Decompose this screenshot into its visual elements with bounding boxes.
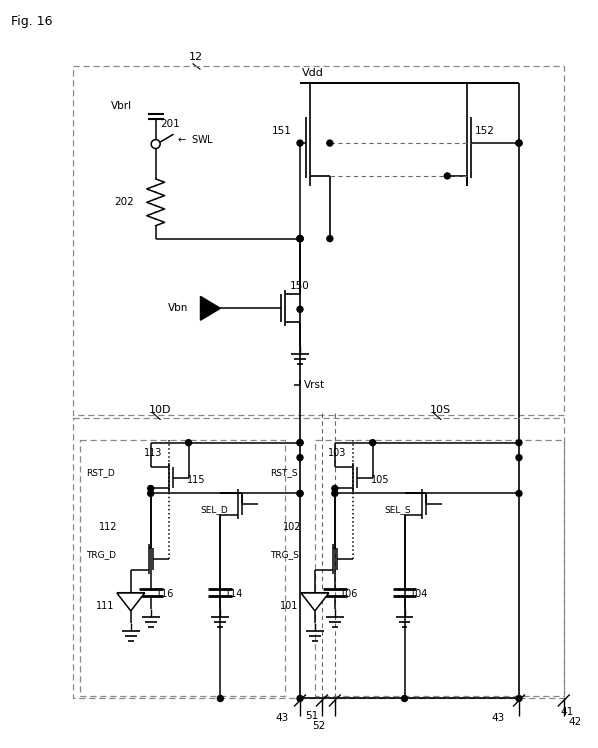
Circle shape: [297, 236, 303, 242]
Bar: [315, 440, 564, 696]
Circle shape: [297, 491, 303, 497]
Text: SEL_D: SEL_D: [200, 505, 228, 514]
Text: TRG_D: TRG_D: [86, 550, 116, 559]
Text: 104: 104: [410, 589, 428, 599]
Circle shape: [185, 440, 191, 446]
Circle shape: [297, 696, 303, 702]
Circle shape: [516, 140, 522, 146]
Text: 103: 103: [328, 447, 346, 458]
Text: 101: 101: [280, 601, 298, 611]
Bar: [73, 67, 564, 415]
Text: 116: 116: [155, 589, 174, 599]
Text: 42: 42: [569, 717, 582, 727]
Text: 201: 201: [161, 119, 181, 129]
Text: 43: 43: [275, 714, 288, 723]
Circle shape: [297, 491, 303, 497]
Circle shape: [327, 140, 333, 146]
Circle shape: [297, 440, 303, 446]
Circle shape: [297, 236, 303, 242]
Text: Vbn: Vbn: [167, 303, 188, 313]
Text: $\leftarrow$ SWL: $\leftarrow$ SWL: [176, 133, 214, 145]
Text: 114: 114: [225, 589, 244, 599]
Circle shape: [516, 696, 522, 702]
Circle shape: [516, 140, 522, 146]
Text: 111: 111: [96, 601, 114, 611]
Text: 52: 52: [312, 721, 325, 732]
Text: 106: 106: [340, 589, 358, 599]
Circle shape: [297, 307, 303, 312]
Circle shape: [297, 440, 303, 446]
Text: TRG_S: TRG_S: [270, 550, 299, 559]
Text: 150: 150: [290, 281, 310, 292]
Text: 10D: 10D: [149, 405, 171, 415]
Text: RST_S: RST_S: [270, 468, 298, 477]
Circle shape: [327, 236, 333, 242]
Text: RST_D: RST_D: [86, 468, 115, 477]
Circle shape: [297, 140, 303, 146]
Text: 152: 152: [475, 126, 495, 136]
Text: 12: 12: [188, 52, 203, 63]
Bar: [73, 418, 564, 699]
Text: 51: 51: [305, 711, 318, 721]
Text: Fig. 16: Fig. 16: [11, 15, 53, 28]
Text: 105: 105: [371, 474, 389, 485]
Circle shape: [516, 455, 522, 461]
Circle shape: [297, 455, 303, 461]
Circle shape: [370, 440, 376, 446]
Text: SEL_S: SEL_S: [385, 505, 411, 514]
Circle shape: [297, 236, 303, 242]
Text: Vdd: Vdd: [302, 68, 324, 79]
Circle shape: [151, 140, 160, 149]
Polygon shape: [200, 296, 221, 320]
Text: 43: 43: [491, 714, 504, 723]
Text: 102: 102: [283, 522, 301, 533]
Text: 41: 41: [561, 708, 574, 717]
Text: 112: 112: [99, 522, 117, 533]
Circle shape: [516, 491, 522, 497]
Text: 113: 113: [144, 447, 162, 458]
Circle shape: [332, 485, 338, 491]
Text: 151: 151: [272, 126, 292, 136]
Circle shape: [148, 491, 154, 497]
Text: Vbrl: Vbrl: [111, 101, 132, 111]
Circle shape: [218, 696, 224, 702]
Text: 202: 202: [114, 197, 133, 206]
Circle shape: [297, 236, 303, 242]
Circle shape: [401, 696, 407, 702]
Text: 115: 115: [187, 474, 205, 485]
Circle shape: [148, 485, 154, 491]
Text: 10S: 10S: [429, 405, 450, 415]
Circle shape: [444, 173, 450, 179]
Circle shape: [516, 440, 522, 446]
Bar: [80, 440, 285, 696]
Circle shape: [332, 491, 338, 497]
Text: Vrst: Vrst: [304, 380, 325, 390]
Polygon shape: [117, 593, 145, 611]
Polygon shape: [301, 593, 329, 611]
